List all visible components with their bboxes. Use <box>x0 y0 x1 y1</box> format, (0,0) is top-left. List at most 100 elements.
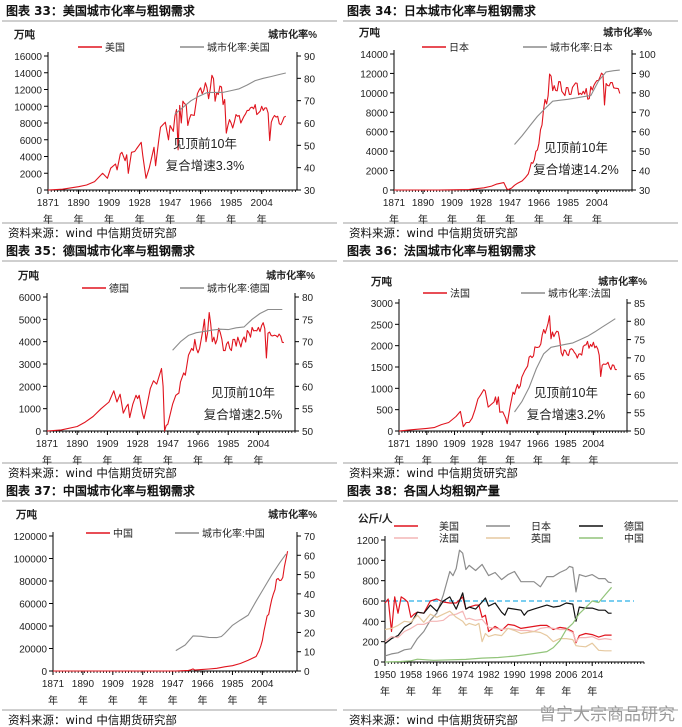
legend-label: 德国 <box>624 520 644 533</box>
x-tick-unit: 年 <box>505 454 515 467</box>
legend-label: 日本 <box>449 41 469 54</box>
line-chart: 0 1000 2000 3000 4000 5000 6000 50 55 60 65 70 75 80 1… <box>17 269 315 467</box>
x-tick-label: 1974 <box>452 670 475 681</box>
y2-tick-label: 70 <box>302 338 314 349</box>
x-tick-label: 1871 <box>36 439 59 450</box>
footer-divider <box>2 709 337 711</box>
y-tick-label: 3000 <box>371 299 394 310</box>
watermark: 曾宁大宗商品研究 <box>539 705 675 725</box>
y2-tick-label: 30 <box>639 186 651 197</box>
y2-tick-label: 60 <box>304 551 316 562</box>
source-note: 资料来源：wind 中信期货研究部 <box>8 226 177 240</box>
x-tick-unit: 年 <box>561 685 571 698</box>
x-tick-unit: 年 <box>78 694 88 707</box>
line-chart: 0 2000 4000 6000 8000 10000 12000 14000 16000 30 4… <box>13 28 317 226</box>
series-line-5 <box>384 610 612 652</box>
x-tick-label: 1871 <box>388 439 411 450</box>
y-tick-label: 2500 <box>371 320 394 331</box>
legend-label: 中国 <box>624 532 644 545</box>
x-tick-unit: 年 <box>587 685 597 698</box>
x-tick-unit: 年 <box>196 213 206 226</box>
series-line-1 <box>47 74 287 191</box>
y-tick-label: 0 <box>36 186 42 197</box>
x-tick-label: 1871 <box>383 198 406 209</box>
chart-panel-1: 图表 33：美国城市化率与粗钢需求 资料来源：wind 中信期货研究部 0 2000 4… <box>0 0 341 240</box>
x-tick-label: 1966 <box>189 198 212 209</box>
x-tick-label: 1928 <box>471 439 494 450</box>
x-tick-label: 1890 <box>416 439 439 450</box>
y2-axis-title: 城市化率% <box>598 275 647 288</box>
annotation-text: 见顶前10年 <box>544 140 608 155</box>
series-line-1 <box>384 596 612 644</box>
x-tick-unit: 年 <box>42 454 52 467</box>
y2-tick-label: 50 <box>634 427 646 438</box>
legend-label: 法国 <box>450 287 470 300</box>
y2-tick-label: 40 <box>304 590 316 601</box>
annotation-text: 复合增速3.2% <box>527 407 606 422</box>
legend-label: 日本 <box>531 520 551 533</box>
y2-tick-label: 80 <box>304 74 316 85</box>
y-tick-label: 1500 <box>371 363 394 374</box>
footer-divider <box>343 462 678 464</box>
legend-label: 城市化率:中国 <box>202 527 265 540</box>
footer-divider <box>343 709 678 711</box>
y2-tick-label: 50 <box>639 147 651 158</box>
x-tick-unit: 年 <box>198 694 208 707</box>
x-tick-label: 1909 <box>443 439 466 450</box>
source-note: 资料来源：wind 中信期货研究部 <box>8 466 177 480</box>
y2-tick-label: 90 <box>639 69 651 80</box>
x-tick-label: 1958 <box>400 670 423 681</box>
title-divider <box>2 20 337 22</box>
y-tick-label: 0 <box>41 667 47 678</box>
x-tick-label: 1966 <box>528 198 551 209</box>
x-tick-unit: 年 <box>257 213 267 226</box>
series-line-1 <box>394 72 621 191</box>
x-tick-unit: 年 <box>484 685 494 698</box>
series-line-1 <box>398 315 617 432</box>
y-tick-label: 12000 <box>360 69 388 80</box>
y2-tick-label: 80 <box>634 317 646 328</box>
legend-label: 城市化率:法国 <box>548 287 611 300</box>
x-tick-label: 1890 <box>72 679 95 690</box>
legend-label: 中国 <box>113 527 133 540</box>
x-tick-label: 1928 <box>470 198 493 209</box>
y-tick-label: 120000 <box>14 532 48 543</box>
y2-tick-label: 60 <box>302 382 314 393</box>
y-tick-label: 1000 <box>371 384 394 395</box>
y-tick-label: 1000 <box>357 556 380 567</box>
x-tick-unit: 年 <box>447 213 457 226</box>
line-chart: 0 500 1000 1500 2000 2500 3000 50 55 60 65 70 75 80 85… <box>370 275 647 467</box>
x-tick-label: 1909 <box>98 198 121 209</box>
x-tick-unit: 年 <box>510 685 520 698</box>
y-tick-label: 1200 <box>357 536 380 547</box>
y2-tick-label: 60 <box>634 390 646 401</box>
y-tick-label: 100000 <box>14 555 48 566</box>
x-tick-unit: 年 <box>458 685 468 698</box>
legend-label: 法国 <box>439 532 459 545</box>
series-line-2 <box>175 553 287 652</box>
y2-tick-label: 55 <box>302 405 314 416</box>
x-tick-unit: 年 <box>108 694 118 707</box>
x-tick-label: 1890 <box>67 198 90 209</box>
y-axis-title: 万吨 <box>370 275 392 288</box>
x-tick-label: 1985 <box>217 439 240 450</box>
y-tick-label: 8000 <box>20 119 43 130</box>
x-tick-unit: 年 <box>102 454 112 467</box>
footer-divider <box>343 222 678 224</box>
y2-tick-label: 40 <box>639 167 651 178</box>
x-tick-unit: 年 <box>380 685 390 698</box>
y-tick-label: 0 <box>35 427 41 438</box>
title-divider <box>343 500 678 502</box>
legend-label: 城市化率:美国 <box>207 41 270 54</box>
y-tick-label: 20000 <box>19 645 47 656</box>
y-tick-label: 14000 <box>14 69 42 80</box>
x-tick-label: 1985 <box>220 198 243 209</box>
y2-tick-label: 65 <box>634 372 646 383</box>
y-axis-title: 万吨 <box>358 26 380 39</box>
x-tick-unit: 年 <box>418 213 428 226</box>
chart-panel-6: 图表 38：各国人均粗钢产量 资料来源：wind 中信期货研究部 0 200 400 60… <box>341 480 682 727</box>
legend-label: 美国 <box>105 41 125 54</box>
y2-tick-label: 70 <box>639 108 651 119</box>
x-tick-label: 2004 <box>251 679 274 690</box>
annotation-text: 复合增速2.5% <box>204 407 283 422</box>
